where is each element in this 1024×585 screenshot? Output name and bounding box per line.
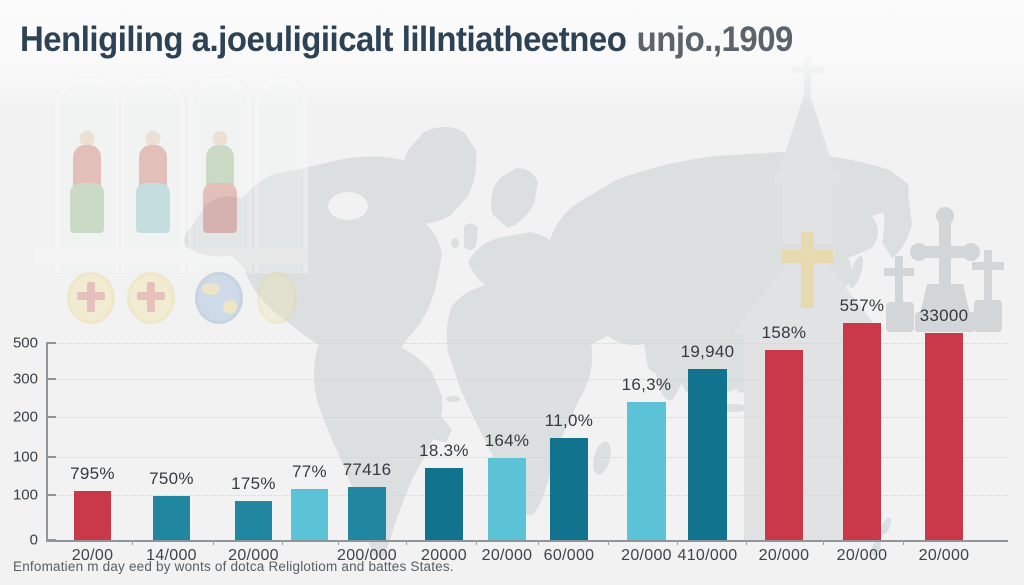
y-tick-label: 100 — [12, 486, 38, 504]
x-axis-label: 200/000 — [337, 547, 397, 564]
saint-figure-icon — [136, 131, 170, 241]
bar-value-label: 750% — [149, 469, 194, 488]
x-axis-label: 20/000 — [758, 547, 810, 564]
gridline — [46, 417, 1008, 418]
bar-value-label: 77416 — [342, 460, 392, 479]
page-title: Henligiling a.joeuligiicalt lilIntiathee… — [20, 20, 793, 60]
bar-6 — [425, 468, 463, 540]
x-axis-label: 14/000 — [146, 547, 197, 564]
x-tick — [823, 540, 824, 545]
bar-value-label: 175% — [231, 474, 276, 493]
gridline — [46, 495, 1008, 496]
bar-value-label: 11,0% — [544, 411, 594, 430]
x-axis-label: 20/000 — [228, 547, 279, 564]
bar-value-label: 795% — [70, 464, 115, 483]
x-axis-label: 20/000 — [621, 547, 672, 564]
cross-medallion-icon — [127, 272, 175, 324]
y-tick-label: 0 — [29, 531, 38, 549]
bar-3 — [235, 501, 272, 540]
x-tick — [338, 540, 339, 545]
y-tick-label: 300 — [12, 370, 38, 388]
bar-value-label: 164% — [484, 431, 530, 450]
title-suffix-text: unjo.,1909 — [636, 20, 794, 59]
window-sill — [35, 248, 305, 264]
saint-figure-icon — [70, 131, 104, 241]
bar-11 — [765, 350, 803, 540]
x-axis-label: 20000 — [421, 547, 467, 564]
bar-13 — [925, 333, 963, 540]
gridline — [46, 343, 1008, 344]
bar-7 — [488, 458, 526, 540]
x-axis-label: 410/000 — [677, 547, 738, 564]
y-tick-label: 200 — [12, 408, 38, 426]
bar-12 — [843, 323, 881, 540]
bar-2 — [153, 496, 190, 540]
y-tick — [46, 378, 56, 380]
church-cross-icon — [782, 232, 833, 308]
gridline — [46, 379, 1008, 380]
y-tick — [46, 456, 56, 458]
bar-4 — [291, 489, 328, 540]
x-axis-label: 20/000 — [836, 547, 888, 564]
x-tick — [677, 540, 678, 545]
bar-value-label: 18.3% — [419, 441, 469, 460]
bar-value-label: 16,3% — [621, 375, 672, 394]
x-tick — [132, 540, 133, 545]
bar-value-label: 158% — [761, 323, 807, 342]
bar-value-label: 557% — [839, 296, 885, 315]
title-main-text: Henligiling a.joeuligiicalt lilIntiathee… — [20, 20, 627, 59]
cross-monuments-icon — [884, 207, 1004, 332]
x-tick — [281, 540, 283, 545]
x-axis-label: 20/00 — [71, 547, 114, 564]
y-tick-label: 500 — [12, 334, 38, 352]
bar-9 — [627, 402, 666, 540]
x-tick — [538, 540, 539, 545]
medallion-icon — [257, 272, 297, 324]
x-tick — [746, 540, 747, 545]
cross-medallion-icon — [67, 272, 115, 324]
bar-value-label: 33000 — [919, 306, 969, 325]
y-axis-line — [46, 343, 48, 540]
x-axis-label: 60/000 — [543, 547, 595, 564]
x-tick — [607, 540, 609, 545]
x-tick — [475, 540, 477, 545]
y-tick-label: 100 — [12, 448, 38, 466]
saint-figure-icon — [203, 131, 237, 241]
x-axis-label: 20/000 — [481, 547, 533, 564]
bar-10 — [688, 369, 727, 540]
x-tick — [903, 540, 904, 545]
y-tick — [46, 494, 56, 496]
x-axis-line — [46, 540, 1008, 542]
footer-note: Enfomatien m day eed by wonts of dotca R… — [13, 559, 454, 574]
x-axis-label: 20/000 — [918, 547, 970, 564]
bar-1 — [74, 491, 111, 540]
title-band — [0, 0, 1024, 120]
globe-medallion-icon — [195, 272, 243, 324]
bar-8 — [550, 438, 588, 540]
x-tick — [405, 540, 407, 545]
bar-value-label: 77% — [292, 462, 327, 481]
bar-value-label: 19,940 — [680, 342, 735, 361]
gridline — [46, 457, 1008, 458]
x-tick — [212, 540, 214, 545]
y-tick — [46, 416, 56, 418]
y-tick — [46, 342, 56, 344]
bar-5 — [348, 487, 386, 540]
